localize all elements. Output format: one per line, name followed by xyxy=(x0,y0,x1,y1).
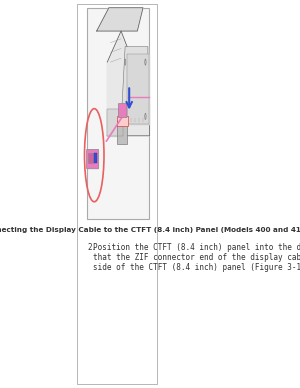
Polygon shape xyxy=(97,8,143,31)
FancyBboxPatch shape xyxy=(86,149,99,169)
Circle shape xyxy=(145,113,146,120)
FancyBboxPatch shape xyxy=(118,104,127,118)
Polygon shape xyxy=(107,109,124,136)
Circle shape xyxy=(145,59,146,65)
Bar xyxy=(117,120,127,144)
Text: Figure 3-121  Connecting the Display Cable to the CTFT (8.4 inch) Panel (Models : Figure 3-121 Connecting the Display Cabl… xyxy=(0,227,300,233)
Polygon shape xyxy=(127,54,149,124)
Polygon shape xyxy=(121,47,148,124)
Bar xyxy=(94,153,97,163)
Text: Position the CTFT (8.4 inch) panel into the display enclosure, ensuring
that the: Position the CTFT (8.4 inch) panel into … xyxy=(93,242,300,272)
Circle shape xyxy=(124,59,126,65)
Bar xyxy=(87,8,149,219)
Bar xyxy=(117,116,128,126)
Bar xyxy=(88,153,93,163)
Text: 2.: 2. xyxy=(87,242,97,251)
Polygon shape xyxy=(107,31,149,136)
